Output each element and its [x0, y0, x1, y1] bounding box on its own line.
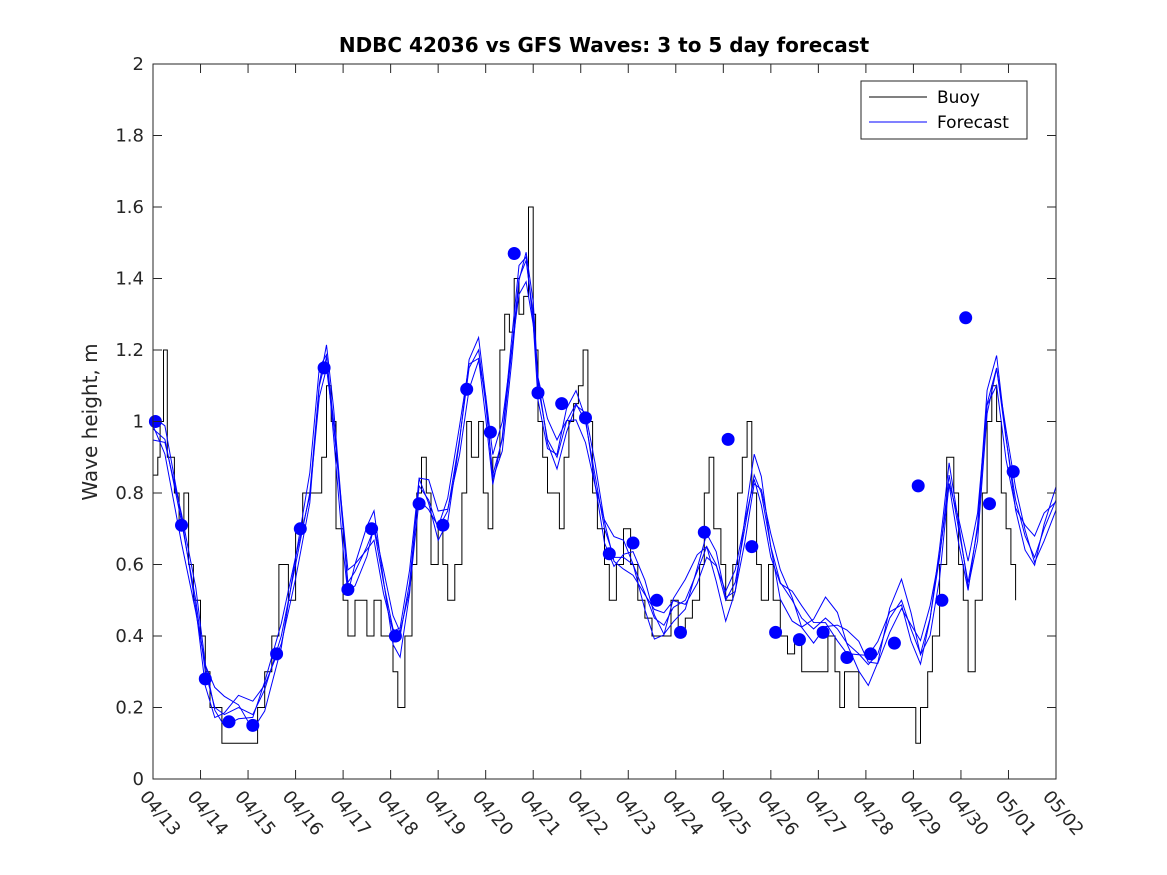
forecast-marker-13 — [460, 382, 474, 396]
forecast-marker-1 — [175, 518, 188, 532]
chart-title: NDBC 42036 vs GFS Waves: 3 to 5 day fore… — [339, 33, 870, 57]
forecast-marker-36 — [1006, 465, 1020, 479]
forecast-marker-34 — [959, 311, 973, 325]
y-tick-label: 0 — [133, 769, 144, 790]
forecast-marker-6 — [293, 522, 307, 536]
forecast-marker-20 — [626, 536, 640, 550]
forecast-marker-4 — [246, 718, 260, 732]
forecast-marker-19 — [602, 547, 616, 561]
forecast-marker-16 — [531, 386, 545, 400]
forecast-marker-2 — [198, 672, 212, 686]
y-tick-label: 1.4 — [115, 269, 144, 290]
forecast-marker-27 — [792, 633, 806, 647]
y-tick-label: 0.2 — [115, 698, 144, 719]
forecast-marker-31 — [887, 636, 901, 650]
forecast-marker-17 — [555, 397, 569, 411]
forecast-marker-3 — [222, 715, 236, 729]
plot-area — [148, 206, 1057, 744]
forecast-marker-29 — [840, 651, 854, 664]
forecast-marker-30 — [864, 647, 878, 661]
forecast-marker-35 — [983, 497, 996, 511]
forecast-marker-9 — [365, 522, 379, 536]
legend: Buoy Forecast — [860, 80, 1028, 140]
y-tick-label: 1.2 — [115, 340, 144, 361]
forecast-marker-25 — [745, 540, 759, 554]
y-tick-label: 0.6 — [115, 555, 144, 576]
legend-box — [860, 80, 1028, 140]
series-line-forecast-4 — [152, 280, 1057, 731]
y-tick-label: 0.8 — [115, 483, 144, 504]
forecast-marker-26 — [769, 625, 783, 639]
forecast-marker-11 — [412, 497, 426, 511]
forecast-marker-23 — [697, 525, 711, 539]
forecast-marker-15 — [507, 247, 521, 260]
forecast-marker-33 — [935, 593, 949, 607]
y-axis-label: Wave height, m — [78, 343, 102, 500]
forecast-marker-22 — [674, 625, 687, 639]
y-tick-label: 1.6 — [115, 197, 144, 218]
y-tick-label: 1.8 — [115, 126, 144, 147]
forecast-marker-12 — [436, 518, 450, 532]
forecast-marker-18 — [579, 411, 592, 425]
forecast-marker-21 — [650, 593, 664, 607]
y-tick-label: 0.4 — [115, 626, 144, 647]
forecast-marker-7 — [317, 361, 331, 375]
forecast-marker-10 — [388, 629, 402, 643]
y-tick-label: 2 — [133, 54, 144, 75]
series-line-forecast-3 — [152, 252, 1057, 727]
forecast-marker-24 — [721, 432, 735, 446]
forecast-marker-28 — [816, 625, 830, 639]
forecast-marker-8 — [341, 583, 355, 596]
forecast-marker-32 — [911, 479, 925, 493]
legend-label-buoy: Buoy — [937, 88, 980, 108]
forecast-marker-14 — [483, 425, 497, 439]
forecast-marker-5 — [270, 647, 284, 661]
series-line-forecast-2 — [152, 255, 1057, 719]
legend-label-forecast: Forecast — [937, 113, 1009, 133]
series-line-buoy — [153, 206, 1017, 744]
y-tick-label: 1 — [133, 412, 144, 433]
